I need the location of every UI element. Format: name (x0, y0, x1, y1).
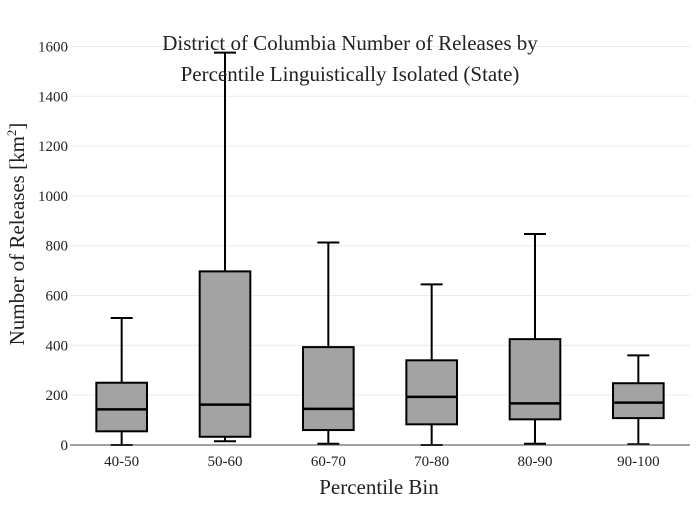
x-tick-label-60-70: 60-70 (311, 454, 346, 470)
y-axis-title: Number of Releases [km2] (4, 123, 29, 346)
iqr-box (612, 382, 665, 420)
y-tick-label-0: 0 (61, 438, 69, 454)
y-tick-label-600: 600 (46, 289, 69, 305)
y-axis-title-superscript: 2 (4, 130, 19, 137)
box-80-90 (508, 233, 562, 445)
box-50-60 (198, 51, 252, 443)
x-tick-label-90-100: 90-100 (617, 454, 660, 470)
y-tick-label-1600: 1600 (38, 39, 68, 55)
chart-title-line-1: District of Columbia Number of Releases … (162, 31, 538, 55)
x-tick-label-50-60: 50-60 (208, 454, 243, 470)
y-axis-title-end: ] (5, 123, 29, 130)
iqr-box (405, 359, 458, 426)
boxes-layer (95, 51, 665, 446)
grid-layer (70, 45, 690, 396)
box-90-100 (612, 354, 665, 446)
x-tick-label-70-80: 70-80 (414, 454, 449, 470)
x-tick-label-80-90: 80-90 (518, 454, 553, 470)
box-70-80 (405, 283, 458, 446)
x-tick-labels: 40-50 50-60 60-70 70-80 80-90 90-100 (104, 454, 659, 470)
y-tick-labels: 0 200 400 600 800 1000 1200 1400 1600 (38, 39, 68, 454)
y-tick-label-1200: 1200 (38, 139, 68, 155)
iqr-box (198, 270, 252, 438)
y-tick-label-1400: 1400 (38, 89, 68, 105)
iqr-box (95, 381, 148, 433)
box-60-70 (302, 241, 355, 445)
y-tick-label-1000: 1000 (38, 189, 68, 205)
box-40-50 (95, 316, 148, 446)
y-tick-label-200: 200 (46, 388, 69, 404)
y-tick-label-400: 400 (46, 338, 69, 354)
y-axis-title-main: Number of Releases [km (5, 136, 29, 345)
chart-title-line-2: Percentile Linguistically Isolated (Stat… (181, 62, 520, 86)
iqr-box (508, 338, 562, 421)
iqr-box (302, 346, 355, 432)
x-axis-title: Percentile Bin (319, 475, 439, 499)
x-tick-label-40-50: 40-50 (104, 454, 139, 470)
y-tick-label-800: 800 (46, 239, 69, 255)
